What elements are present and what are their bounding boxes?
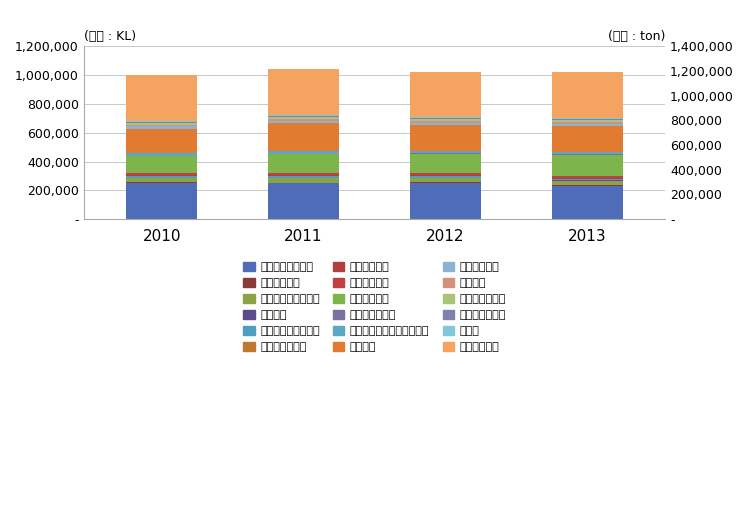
Bar — [127, 125, 197, 126]
Bar — [552, 122, 622, 123]
Bar — [127, 75, 197, 121]
Bar — [552, 152, 622, 154]
Bar — [410, 173, 481, 175]
Bar — [127, 153, 197, 156]
Bar — [552, 178, 622, 179]
Bar — [268, 177, 339, 178]
Bar — [410, 71, 481, 117]
Bar — [552, 155, 622, 176]
Bar — [410, 176, 481, 177]
Bar — [410, 119, 481, 121]
Bar — [552, 179, 622, 180]
Bar — [552, 73, 622, 118]
Bar — [268, 176, 339, 177]
Bar — [268, 175, 339, 176]
Bar — [410, 123, 481, 125]
Bar — [268, 123, 339, 151]
Bar — [127, 175, 197, 176]
Bar — [268, 174, 339, 175]
Bar — [410, 154, 481, 173]
Text: (단위 : ton): (단위 : ton) — [608, 30, 665, 43]
Bar — [127, 122, 197, 123]
Bar — [410, 151, 481, 153]
Bar — [410, 182, 481, 183]
Text: (단위 : KL): (단위 : KL) — [84, 30, 136, 43]
Bar — [127, 123, 197, 125]
Bar — [410, 175, 481, 176]
Bar — [552, 176, 622, 178]
Bar — [552, 180, 622, 181]
Bar — [127, 183, 197, 219]
Bar — [552, 120, 622, 122]
Bar — [410, 117, 481, 118]
Bar — [127, 182, 197, 183]
Bar — [127, 174, 197, 175]
Bar — [552, 118, 622, 119]
Bar — [552, 181, 622, 185]
Bar — [127, 176, 197, 177]
Bar — [127, 178, 197, 182]
Bar — [410, 118, 481, 119]
Bar — [268, 183, 339, 219]
Bar — [552, 125, 622, 152]
Legend: 유성계조합페인트, 질화면계도료, 알키드에나멜계도료, 방청도료, 아미노알키드계도료, 염화비닐계도료, 에폭시계도료, 아크릴계도료, 우레탄계도료, 염: 유성계조합페인트, 질화면계도료, 알키드에나멜계도료, 방청도료, 아미노알키… — [241, 260, 508, 354]
Bar — [410, 125, 481, 151]
Bar — [410, 183, 481, 219]
Bar — [268, 69, 339, 115]
Bar — [552, 123, 622, 125]
Bar — [268, 115, 339, 117]
Bar — [268, 117, 339, 119]
Bar — [127, 177, 197, 178]
Bar — [268, 119, 339, 121]
Bar — [410, 178, 481, 182]
Bar — [410, 121, 481, 123]
Bar — [268, 154, 339, 174]
Bar — [268, 151, 339, 153]
Bar — [268, 121, 339, 123]
Bar — [552, 185, 622, 219]
Bar — [127, 126, 197, 128]
Bar — [268, 178, 339, 183]
Bar — [127, 156, 197, 174]
Bar — [552, 119, 622, 120]
Bar — [127, 128, 197, 153]
Bar — [127, 121, 197, 122]
Bar — [410, 177, 481, 178]
